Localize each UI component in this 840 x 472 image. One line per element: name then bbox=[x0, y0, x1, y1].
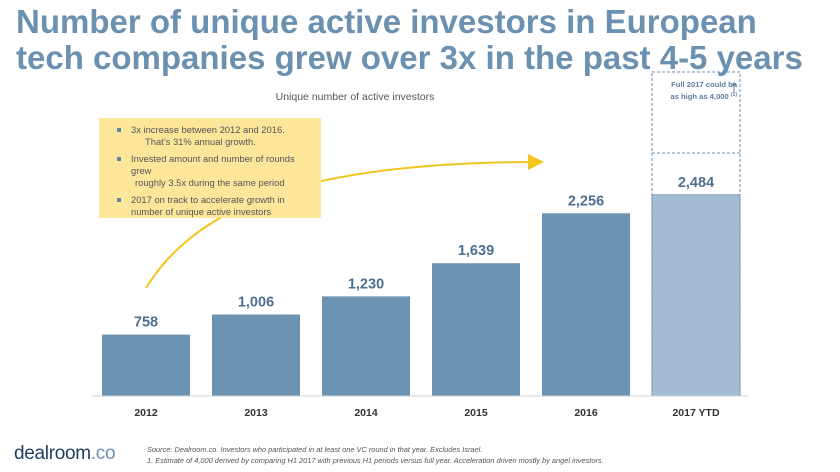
bar-2013 bbox=[212, 314, 300, 396]
bar-value-label: 2,484 bbox=[678, 175, 714, 191]
estimate-note: 1. Estimate of 4,000 derived by comparin… bbox=[147, 456, 604, 465]
x-tick-label: 2017 YTD bbox=[672, 407, 720, 419]
dealroom-logo: dealroom.co bbox=[14, 443, 116, 465]
callout-bullet-line: 2017 on track to accelerate growth in bbox=[131, 194, 285, 205]
bar-2012 bbox=[102, 334, 190, 396]
bar-value-label: 1,230 bbox=[348, 276, 384, 292]
x-tick-label: 2015 bbox=[464, 407, 488, 419]
source-note: Source: Dealroom.co. Investors who parti… bbox=[147, 445, 483, 454]
bar-2014 bbox=[322, 296, 410, 396]
bar-value-label: 2,256 bbox=[568, 193, 604, 209]
callout-bullet-line: Invested amount and number of rounds gre… bbox=[131, 153, 295, 176]
x-tick-label: 2012 bbox=[134, 407, 158, 419]
callout-bullet: 2017 on track to accelerate growth in nu… bbox=[117, 194, 311, 218]
callout-bullet-line: That’s 31% annual growth. bbox=[145, 136, 256, 147]
x-tick-label: 2013 bbox=[244, 407, 268, 419]
bar-2017-ytd bbox=[651, 194, 741, 397]
logo-tld: .co bbox=[90, 443, 116, 464]
x-tick-label: 2016 bbox=[574, 407, 598, 419]
bar-value-label: 1,006 bbox=[238, 295, 274, 311]
chart-title: Unique number of active investors bbox=[276, 91, 435, 103]
growth-callout: 3x increase between 2012 and 2016. That’… bbox=[99, 118, 321, 218]
projection-annotation: Full 2017 could be as high as 4,000 (1) bbox=[653, 79, 737, 102]
logo-name: dealroom bbox=[14, 443, 91, 464]
callout-bullet-line: roughly 3.5x during the same period bbox=[135, 177, 285, 188]
callout-bullet-line: number of unique active investors bbox=[131, 206, 272, 217]
page-title: Number of unique active investors in Eur… bbox=[16, 3, 803, 76]
callout-bullet: Invested amount and number of rounds gre… bbox=[117, 153, 311, 189]
callout-bullet: 3x increase between 2012 and 2016. That’… bbox=[117, 124, 311, 148]
footnotes: Source: Dealroom.co. Investors who parti… bbox=[147, 444, 827, 466]
annotation-line: Full 2017 could be bbox=[671, 80, 737, 89]
bar-2015 bbox=[432, 263, 520, 396]
x-tick-label: 2014 bbox=[354, 407, 378, 419]
callout-bullet-line: 3x increase between 2012 and 2016. bbox=[131, 124, 285, 135]
projection-arrow-icon bbox=[730, 82, 738, 92]
bar-value-label: 1,639 bbox=[458, 243, 494, 259]
annotation-line: as high as 4,000 bbox=[670, 92, 729, 101]
footnote-marker: (1) bbox=[730, 92, 737, 98]
bar-value-label: 758 bbox=[134, 315, 158, 331]
bar-2016 bbox=[542, 213, 630, 396]
